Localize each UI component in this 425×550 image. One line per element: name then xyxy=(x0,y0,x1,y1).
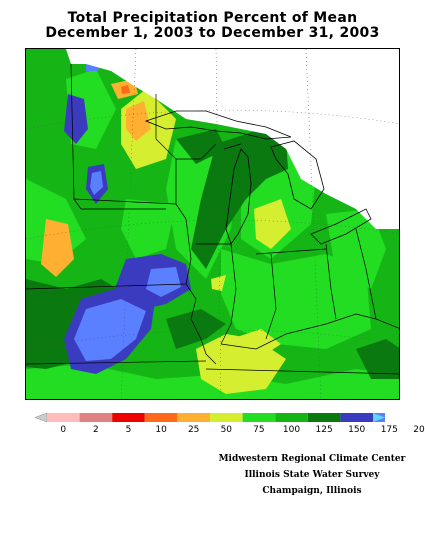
state-border xyxy=(73,198,177,205)
zone-75-100 xyxy=(326,209,386,289)
legend-swatch xyxy=(177,413,210,422)
zone-125-150 xyxy=(356,339,399,379)
legend-label: 200 xyxy=(413,425,425,435)
legend-label: 0 xyxy=(60,425,67,435)
lake-huron-outline xyxy=(270,140,325,210)
legend-label: 5 xyxy=(125,425,132,435)
zone-175-200 xyxy=(146,267,181,297)
map-title: Total Precipitation Percent of Mean xyxy=(67,10,358,26)
zone-10-25 xyxy=(121,85,130,94)
state-border xyxy=(155,94,177,204)
state-border xyxy=(185,283,217,365)
legend-swatch xyxy=(275,413,308,422)
zone-50-75 xyxy=(231,329,281,354)
legend-label: 75 xyxy=(253,425,265,435)
state-border xyxy=(175,203,192,285)
credit-mrcc: Midwestern Regional Climate Center xyxy=(218,454,406,464)
zone-150-175 xyxy=(64,94,88,144)
legend-label: 50 xyxy=(220,425,233,435)
zone-75-100 xyxy=(221,249,371,349)
state-border xyxy=(220,313,377,350)
color-legend xyxy=(35,412,385,423)
legend-swatch xyxy=(307,413,341,422)
state-border xyxy=(223,143,242,150)
legend-label: 150 xyxy=(348,425,366,435)
graticule-line xyxy=(120,49,137,399)
state-border xyxy=(220,243,237,345)
graticule-line xyxy=(305,49,322,399)
zone-25-50 xyxy=(126,101,151,141)
legend-swatch xyxy=(79,413,113,422)
zone-50-75 xyxy=(211,275,226,291)
legend-swatch xyxy=(340,413,373,422)
legend-swatch xyxy=(242,413,276,422)
state-border xyxy=(325,243,337,320)
state-border xyxy=(205,368,399,375)
credit-isws: Illinois State Water Survey xyxy=(244,470,380,480)
graticule-line xyxy=(215,49,222,399)
state-border xyxy=(355,228,399,329)
zone-175-200 xyxy=(90,171,103,195)
zone-75-100 xyxy=(121,199,176,259)
zone-125-150 xyxy=(176,129,226,164)
lake-erie-outline xyxy=(310,208,372,245)
legend-label: 175 xyxy=(380,425,398,435)
legend-swatch xyxy=(112,413,145,422)
legend-label: 2 xyxy=(93,425,99,435)
zone-50-75 xyxy=(254,199,291,249)
credit-location: Champaign, Illinois xyxy=(262,486,362,496)
legend-label: 10 xyxy=(155,425,167,435)
legend-underflow-arrow xyxy=(35,412,48,423)
legend-label: 100 xyxy=(282,425,301,435)
zone-25-50 xyxy=(41,219,74,277)
legend-swatch xyxy=(210,413,243,422)
zone-125-150 xyxy=(191,129,288,269)
state-border xyxy=(265,253,277,340)
no-data-area xyxy=(26,49,399,229)
legend-swatch xyxy=(47,413,80,422)
legend-label: 125 xyxy=(315,425,333,435)
map-date-range: December 1, 2003 to December 31, 2003 xyxy=(45,25,380,41)
legend-label: 25 xyxy=(187,425,200,435)
lake-superior-outline xyxy=(144,110,292,140)
precipitation-map xyxy=(25,48,400,400)
zone-175-200 xyxy=(74,299,146,361)
state-border xyxy=(26,283,187,290)
state-border xyxy=(255,248,327,255)
legend-overflow-arrow xyxy=(373,413,385,422)
state-border xyxy=(26,360,207,365)
state-border xyxy=(176,143,217,160)
legend-swatch xyxy=(144,413,178,422)
lake-michigan-outline xyxy=(225,148,252,245)
